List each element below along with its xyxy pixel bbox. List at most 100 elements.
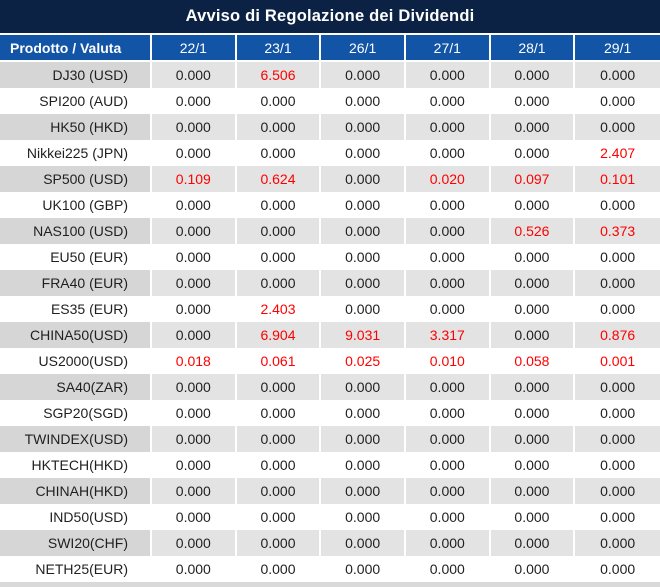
- table-row: IND50(USD) 0.000 0.000 0.000 0.000 0.000 0.000: [0, 504, 660, 530]
- product-cell: ES35 (EUR): [0, 296, 152, 322]
- dividend-value-cell: 0.109: [152, 166, 237, 192]
- dividend-value-cell: 6.506: [236, 62, 322, 88]
- product-cell: FRA40 (EUR): [0, 270, 152, 296]
- dividend-value-cell: 0.000: [236, 504, 322, 530]
- dividend-value-cell: 0.000: [152, 192, 237, 218]
- dividend-value-cell: 0.000: [152, 478, 237, 504]
- table-row: SPI200 (AUD) 0.000 0.000 0.000 0.000 0.000 0.0…: [0, 88, 660, 114]
- dividend-value-cell: 0.000: [321, 374, 406, 400]
- dividend-value-cell: 0.000: [236, 426, 322, 452]
- product-cell: SP500 (USD): [0, 166, 152, 192]
- dividend-value-cell: 3.317: [405, 322, 491, 348]
- dividend-value-cell: 0.000: [575, 556, 660, 582]
- product-cell: DJ30 (USD): [0, 62, 152, 88]
- table-row: TWINDEX(USD) 0.000 0.000 0.000 0.000 0.000 0.0…: [0, 426, 660, 452]
- dividend-value-cell: 0.097: [490, 166, 576, 192]
- dividend-value-cell: 0.000: [490, 452, 576, 478]
- dividend-value-cell: 0.373: [575, 218, 660, 244]
- dividend-value-cell: 0.000: [152, 244, 237, 270]
- dividend-value-cell: 0.000: [490, 530, 576, 556]
- product-cell: IND50(USD): [0, 504, 152, 530]
- dividend-value-cell: 0.000: [575, 426, 660, 452]
- dividend-value-cell: 0.000: [152, 530, 237, 556]
- dividend-value-cell: 0.000: [321, 244, 406, 270]
- dividend-value-cell: 0.000: [236, 478, 322, 504]
- dividend-value-cell: 0.000: [321, 452, 406, 478]
- dividend-value-cell: 0.025: [321, 348, 406, 374]
- dividend-value-cell: 0.000: [152, 400, 237, 426]
- product-cell: SPI200 (AUD): [0, 88, 152, 114]
- dividend-value-cell: 0.000: [405, 374, 491, 400]
- dividend-value-cell: 0.000: [152, 426, 237, 452]
- dividend-value-cell: 0.000: [321, 478, 406, 504]
- dividend-value-cell: 0.000: [490, 296, 576, 322]
- dividend-value-cell: 0.000: [405, 218, 491, 244]
- dividend-value-cell: 0.000: [405, 270, 491, 296]
- dividend-value-cell: 0.000: [321, 530, 406, 556]
- table-row: HK50 (HKD) 0.000 0.000 0.000 0.000 0.000 0.000: [0, 114, 660, 140]
- table-row: SA40(ZAR) 0.000 0.000 0.000 0.000 0.000 0.000: [0, 374, 660, 400]
- dividend-value-cell: 0.000: [490, 88, 576, 114]
- dividend-value-cell: 0.000: [321, 270, 406, 296]
- dividend-value-cell: 0.000: [405, 140, 491, 166]
- dividend-value-cell: 0.000: [575, 530, 660, 556]
- dividend-value-cell: 0.000: [152, 270, 237, 296]
- dividend-value-cell: 0.000: [152, 452, 237, 478]
- dividend-value-cell: 0.000: [490, 374, 576, 400]
- dividend-value-cell: 0.000: [575, 374, 660, 400]
- product-cell: NAS100 (USD): [0, 218, 152, 244]
- dividend-value-cell: 0.000: [236, 452, 322, 478]
- dividend-value-cell: 0.000: [236, 140, 322, 166]
- dividend-value-cell: 0.000: [152, 114, 237, 140]
- dividend-value-cell: 0.000: [405, 62, 491, 88]
- dividend-value-cell: 0.000: [152, 296, 237, 322]
- dividend-value-cell: 0.526: [490, 218, 576, 244]
- dividend-value-cell: 0.000: [405, 114, 491, 140]
- dividend-value-cell: 0.000: [152, 140, 237, 166]
- dividend-value-cell: 0.000: [321, 504, 406, 530]
- dividend-value-cell: 0.000: [490, 400, 576, 426]
- dividend-value-cell: 0.000: [490, 504, 576, 530]
- dividend-value-cell: 0.000: [575, 114, 660, 140]
- dividend-table: Prodotto / Valuta 22/1 23/1 26/1 27/1 28…: [0, 33, 660, 582]
- dividend-value-cell: 0.000: [236, 556, 322, 582]
- dividend-value-cell: 0.000: [490, 322, 576, 348]
- dividend-value-cell: 0.000: [236, 88, 322, 114]
- dividend-value-cell: 0.000: [321, 114, 406, 140]
- table-row: SGP20(SGD) 0.000 0.000 0.000 0.000 0.000 0.000: [0, 400, 660, 426]
- dividend-value-cell: 0.000: [490, 270, 576, 296]
- dividend-value-cell: 0.000: [236, 218, 322, 244]
- table-row: EU50 (EUR) 0.000 0.000 0.000 0.000 0.000 0.000: [0, 244, 660, 270]
- dividend-value-cell: 0.000: [152, 62, 237, 88]
- dividend-value-cell: 0.000: [321, 62, 406, 88]
- dividend-value-cell: 0.000: [321, 400, 406, 426]
- dividend-value-cell: 0.000: [490, 244, 576, 270]
- dividend-value-cell: 0.000: [575, 452, 660, 478]
- table-row: DJ30 (USD) 0.000 6.506 0.000 0.000 0.000 0.000: [0, 62, 660, 88]
- dividend-value-cell: 0.000: [321, 296, 406, 322]
- table-body: DJ30 (USD) 0.000 6.506 0.000 0.000 0.000 0.000…: [0, 62, 660, 582]
- date-column-header: 22/1: [152, 33, 237, 62]
- dividend-value-cell: 0.624: [236, 166, 322, 192]
- date-column-header: 27/1: [405, 33, 491, 62]
- table-row: CHINAH(HKD) 0.000 0.000 0.000 0.000 0.000 0.00…: [0, 478, 660, 504]
- dividend-value-cell: 0.000: [575, 88, 660, 114]
- dividend-value-cell: 0.000: [575, 270, 660, 296]
- product-cell: NETH25(EUR): [0, 556, 152, 582]
- table-row: ES35 (EUR) 0.000 2.403 0.000 0.000 0.000 0.000: [0, 296, 660, 322]
- dividend-value-cell: 0.000: [405, 556, 491, 582]
- dividend-value-cell: 0.000: [575, 400, 660, 426]
- dividend-value-cell: 0.000: [236, 400, 322, 426]
- table-row: Nikkei225 (JPN) 0.000 0.000 0.000 0.000 0.000…: [0, 140, 660, 166]
- dividend-value-cell: 0.000: [575, 62, 660, 88]
- dividend-value-cell: 0.000: [152, 322, 237, 348]
- dividend-value-cell: 0.000: [490, 556, 576, 582]
- dividend-value-cell: 0.000: [236, 270, 322, 296]
- dividend-value-cell: 0.000: [152, 504, 237, 530]
- table-row: SWI20(CHF) 0.000 0.000 0.000 0.000 0.000 0.000: [0, 530, 660, 556]
- dividend-value-cell: 0.000: [236, 530, 322, 556]
- dividend-value-cell: 0.061: [236, 348, 322, 374]
- dividend-value-cell: 0.000: [405, 192, 491, 218]
- dividend-value-cell: 0.000: [405, 400, 491, 426]
